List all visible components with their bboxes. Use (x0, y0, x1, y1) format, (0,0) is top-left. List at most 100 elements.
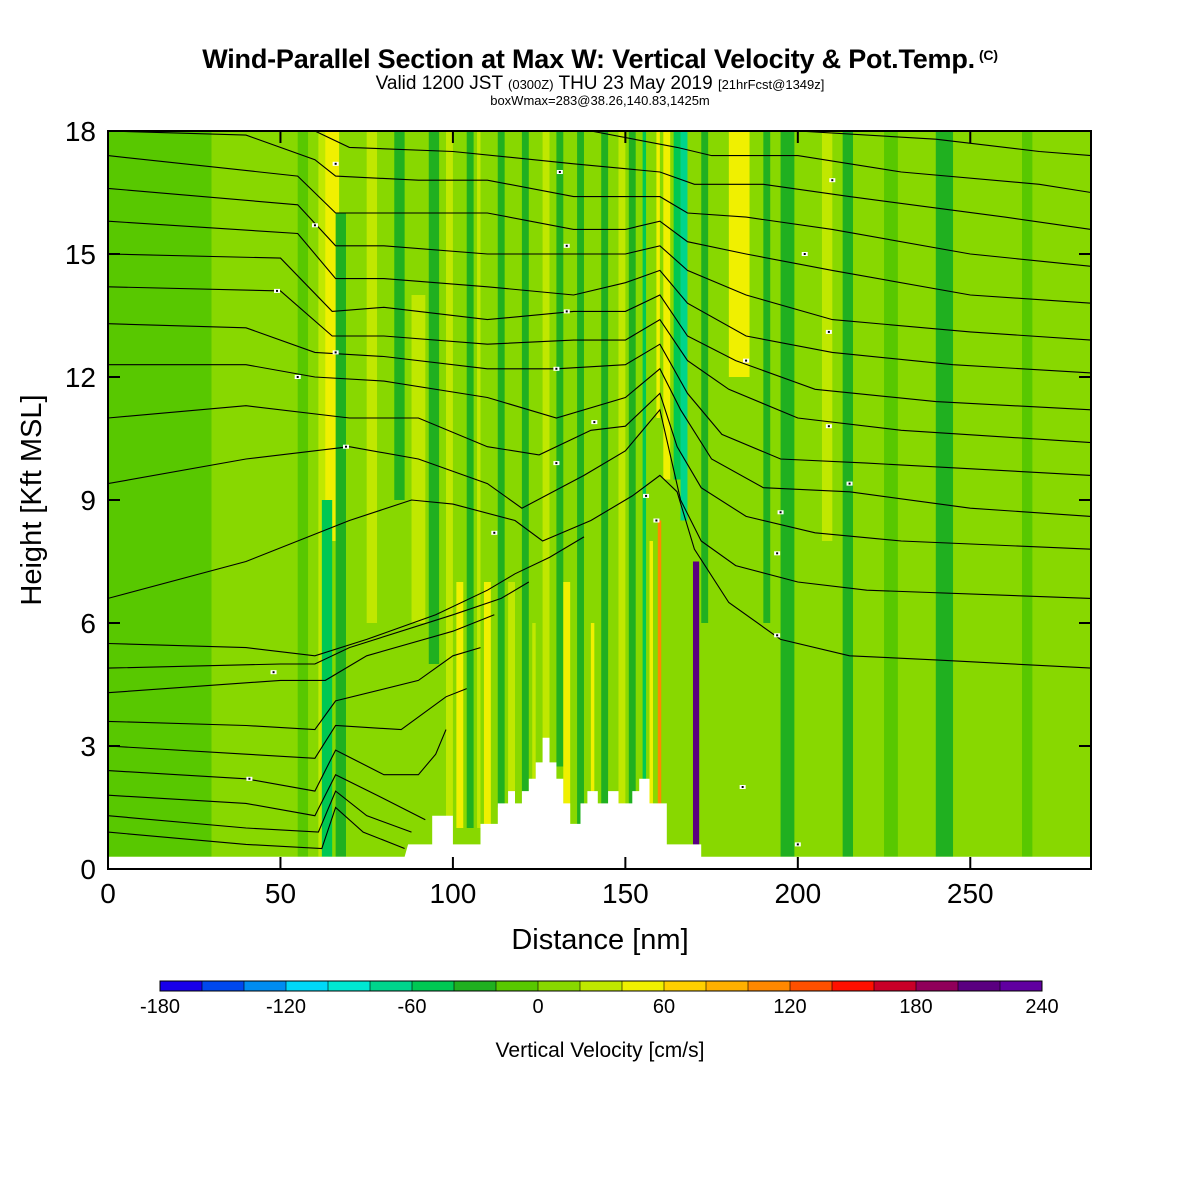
contour-label-mark-25 (827, 330, 830, 333)
chart-title-text: Wind-Parallel Section at Max W: Vertical… (202, 44, 975, 74)
contour-label-mark-20 (776, 552, 779, 555)
velocity-column-14 (477, 131, 481, 828)
velocity-column-0 (108, 131, 212, 857)
velocity-column-23 (577, 131, 584, 828)
velocity-column-42 (884, 131, 898, 857)
velocity-column-44 (1022, 131, 1033, 857)
velocity-column-30 (657, 520, 662, 828)
theta-contour-9 (108, 474, 1091, 669)
terrain (108, 737, 1091, 869)
velocity-column-16 (497, 131, 505, 808)
contour-label-mark-9 (555, 462, 558, 465)
contour-label-mark-23 (803, 253, 806, 255)
colorbar-swatch-2 (244, 981, 287, 991)
theta-contour-17 (108, 187, 1091, 341)
x-tick-label-2: 100 (430, 878, 477, 909)
y-tick-label-1: 3 (80, 731, 96, 762)
velocity-column-35 (692, 561, 700, 857)
theta-contour-1 (108, 790, 412, 833)
velocity-column-1 (214, 131, 226, 857)
velocity-column-33 (673, 131, 681, 480)
colorbar-label-4: 60 (653, 996, 675, 1018)
velocity-column-10 (428, 131, 440, 664)
theta-contour-4 (108, 688, 467, 759)
contour-label-mark-18 (745, 359, 748, 362)
colorbar-swatch-8 (496, 981, 539, 991)
colorbar-swatch-14 (748, 981, 791, 991)
velocity-column-39 (780, 131, 795, 857)
colorbar-label-2: -60 (398, 996, 427, 1018)
velocity-column-12 (456, 582, 464, 828)
velocity-column-7 (366, 131, 378, 623)
contour-label-mark-13 (565, 310, 568, 313)
colorbar-swatch-9 (538, 981, 581, 991)
colorbar-swatch-1 (202, 981, 245, 991)
plot-area (108, 131, 1091, 869)
colorbar-swatch-15 (790, 981, 833, 991)
contour-label-mark-6 (334, 162, 337, 165)
velocity-column-36 (701, 131, 709, 623)
velocity-column-43 (935, 131, 954, 857)
velocity-column-24 (590, 623, 595, 808)
valid-time: Valid 1200 JST (375, 73, 503, 94)
velocity-column-6 (335, 213, 346, 857)
colorbar-swatch-18 (916, 981, 959, 991)
contour-label-mark-11 (558, 171, 561, 173)
contour-label-mark-19 (776, 634, 779, 637)
velocity-column-3 (318, 131, 329, 857)
colorbar-label-0: -180 (140, 996, 180, 1018)
contour-label-mark-0 (248, 777, 251, 780)
colorbar-label-1: -120 (266, 996, 306, 1018)
velocity-column-20 (542, 131, 550, 767)
colorbar-swatch-6 (412, 981, 455, 991)
colorbar-swatch-12 (664, 981, 707, 991)
colorbar-label-6: 180 (899, 996, 932, 1018)
theta-contour-0 (108, 806, 405, 850)
y-axis: 0 3 6 9 12 15 18 (65, 116, 1091, 885)
theta-contour-18 (108, 155, 1091, 304)
theta-contour-11 (108, 392, 1091, 550)
velocity-column-27 (628, 131, 636, 808)
x-tick-label-1: 50 (265, 878, 296, 909)
theta-contours (108, 131, 1091, 850)
y-axis-label: Height [Kft MSL] (16, 394, 48, 605)
theta-contour-13 (108, 323, 1091, 476)
velocity-column-28 (642, 131, 647, 796)
contour-labels (246, 161, 853, 847)
contour-label-mark-24 (827, 425, 830, 428)
y-tick-label-5: 15 (65, 239, 96, 270)
velocity-column-41 (842, 131, 854, 857)
copyright-mark: (C) (978, 47, 998, 63)
theta-contour-16 (108, 220, 1091, 374)
velocity-column-45 (1080, 377, 1091, 857)
velocity-column-17 (508, 582, 515, 808)
colorbar: -180 -120 -60 0 60 120 180 240 (140, 980, 1059, 1018)
theta-contour-2 (108, 773, 426, 821)
contour-label-mark-17 (741, 786, 744, 788)
valid-date: THU 23 May 2019 (558, 73, 713, 94)
theta-contour-7 (108, 581, 530, 669)
x-tick-label-4: 200 (774, 878, 821, 909)
contour-label-mark-10 (555, 367, 558, 370)
contour-label-mark-14 (593, 421, 596, 424)
velocity-column-8 (394, 131, 405, 500)
velocity-column-37 (728, 131, 750, 377)
x-axis-label: Distance [nm] (511, 924, 688, 956)
contour-label-mark-22 (796, 843, 799, 846)
chart-subtitle: Valid 1200 JST (0300Z) THU 23 May 2019 [… (0, 73, 1200, 95)
theta-contour-22 (797, 131, 1091, 157)
theta-contour-14 (108, 286, 1091, 444)
valid-utc: (0300Z) (508, 77, 554, 92)
theta-contour-3 (108, 729, 447, 792)
velocity-column-13 (466, 131, 474, 828)
y-tick-label-4: 12 (65, 362, 96, 393)
contour-label-mark-15 (645, 494, 648, 497)
colorbar-label-3: 0 (532, 996, 543, 1018)
x-tick-label-3: 150 (602, 878, 649, 909)
colorbar-label-7: 240 (1025, 996, 1058, 1018)
x-axis: 0 50 100 150 200 250 (100, 131, 994, 909)
x-tick-label-0: 0 (100, 878, 116, 909)
x-tick-label-5: 250 (947, 878, 994, 909)
colorbar-swatch-20 (1000, 981, 1043, 991)
